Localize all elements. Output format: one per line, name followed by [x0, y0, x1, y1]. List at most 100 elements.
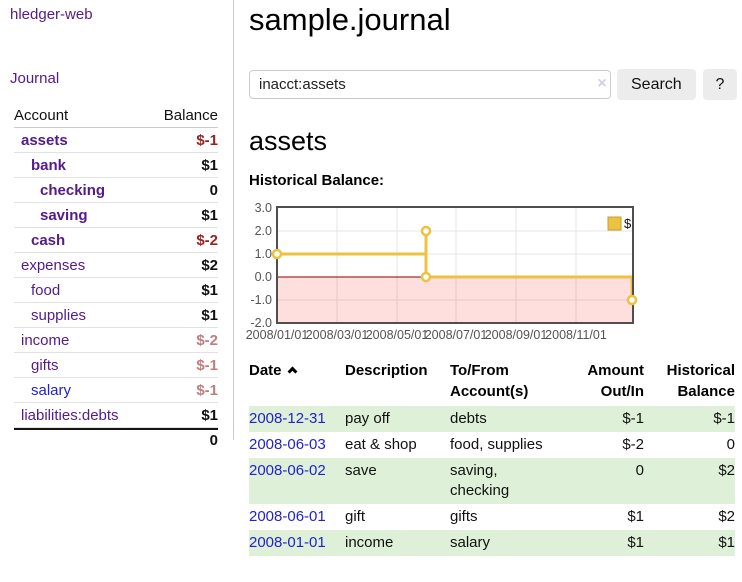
column-header-balance: Historical Balance: [644, 360, 735, 406]
x-axis-labels: 2008/01/01 2008/03/01 2008/05/01 2008/07…: [246, 328, 607, 342]
account-heading: assets: [249, 126, 327, 157]
account-link-gifts[interactable]: gifts: [14, 357, 59, 374]
app-brand-link[interactable]: hledger-web: [10, 6, 93, 23]
register-row: 2008-06-03 eat & shop food, supplies $-2…: [249, 432, 735, 458]
data-point-marker: [422, 273, 430, 281]
account-link-saving[interactable]: saving: [14, 207, 88, 224]
account-row: gifts $-1: [14, 353, 218, 378]
transaction-description: income: [345, 530, 450, 556]
transaction-accounts: saving, checking: [450, 458, 565, 504]
account-row: expenses $2: [14, 253, 218, 278]
transaction-date-link[interactable]: 2008-06-03: [249, 436, 326, 453]
account-row: supplies $1: [14, 303, 218, 328]
y-tick-label: 1.0: [255, 247, 272, 261]
transaction-accounts: gifts: [450, 504, 565, 530]
data-point-marker: [628, 296, 636, 304]
transaction-accounts: debts: [450, 406, 565, 432]
accounts-table: Account Balance assets $-1 bank $1 check…: [14, 104, 218, 451]
account-link-food[interactable]: food: [14, 282, 60, 299]
account-link-cash[interactable]: cash: [14, 232, 65, 249]
account-balance: $1: [201, 157, 218, 174]
clear-search-icon[interactable]: ×: [594, 75, 610, 93]
account-link-bank[interactable]: bank: [14, 157, 66, 174]
transaction-balance: $-1: [644, 406, 735, 432]
account-balance: $1: [201, 407, 218, 424]
column-header-description: Description: [345, 360, 450, 406]
y-tick-label: 2.0: [255, 224, 272, 238]
account-balance: $-1: [196, 132, 218, 149]
data-point-marker: [422, 227, 430, 235]
transaction-balance: 0: [644, 432, 735, 458]
register-table: Date Description To/From Account(s) Amou…: [249, 360, 735, 556]
date-header-label: Date: [249, 362, 282, 379]
register-row: 2008-12-31 pay off debts $-1 $-1: [249, 406, 735, 432]
chart-heading: Historical Balance:: [249, 172, 384, 189]
transaction-amount: $-2: [565, 432, 644, 458]
historical-balance-chart: $ 3.0 2.0 1.0 0.0 -1.0 -2.0 2008/01/01 2…: [240, 200, 740, 345]
transaction-description: gift: [345, 504, 450, 530]
account-link-supplies[interactable]: supplies: [14, 307, 86, 324]
column-header-date[interactable]: Date: [249, 360, 345, 406]
transaction-amount: $1: [565, 504, 644, 530]
account-balance: $1: [201, 307, 218, 324]
account-row: cash $-2: [14, 228, 218, 253]
hledger-web-app: hledger-web Journal Account Balance asse…: [0, 0, 742, 582]
transaction-description: save: [345, 458, 450, 504]
sort-ascending-icon: [287, 367, 297, 377]
account-balance: 0: [210, 182, 218, 199]
balance-column-header: Balance: [164, 107, 218, 124]
sidebar: hledger-web Journal Account Balance asse…: [0, 0, 234, 440]
account-balance: $-1: [196, 357, 218, 374]
transaction-date-link[interactable]: 2008-12-31: [249, 410, 326, 427]
account-link-assets[interactable]: assets: [14, 132, 68, 149]
x-tick-label: 2008/11/01: [545, 328, 607, 342]
y-tick-label: 0.0: [255, 270, 272, 284]
transaction-description: eat & shop: [345, 432, 450, 458]
account-balance: $-2: [196, 232, 218, 249]
transaction-date-link[interactable]: 2008-01-01: [249, 534, 326, 551]
transaction-amount: 0: [565, 458, 644, 504]
account-link-income[interactable]: income: [14, 332, 69, 349]
transaction-accounts: salary: [450, 530, 565, 556]
transaction-accounts: food, supplies: [450, 432, 565, 458]
x-tick-label: 2008/09/01: [485, 328, 548, 342]
transaction-balance: $2: [644, 458, 735, 504]
account-balance: $-2: [196, 332, 218, 349]
account-row: saving $1: [14, 203, 218, 228]
transaction-amount: $1: [565, 530, 644, 556]
x-tick-label: 2008/01/01: [246, 328, 309, 342]
data-point-marker: [273, 250, 281, 258]
x-tick-label: 2008/05/01: [366, 328, 429, 342]
account-row: income $-2: [14, 328, 218, 353]
sidebar-item-journal[interactable]: Journal: [10, 70, 59, 87]
y-axis-labels: 3.0 2.0 1.0 0.0 -1.0 -2.0: [250, 201, 272, 330]
account-link-liabilities-debts[interactable]: liabilities:debts: [14, 407, 119, 424]
register-row: 2008-06-02 save saving, checking 0 $2: [249, 458, 735, 504]
search-button[interactable]: Search: [617, 69, 696, 100]
account-row: liabilities:debts $1: [14, 403, 218, 428]
account-row: assets $-1: [14, 128, 218, 153]
negative-region: [278, 277, 632, 322]
legend-label: $: [624, 216, 632, 231]
transaction-date-link[interactable]: 2008-06-01: [249, 508, 326, 525]
account-row: checking 0: [14, 178, 218, 203]
transaction-balance: $2: [644, 504, 735, 530]
search-input[interactable]: [249, 70, 611, 99]
column-header-accounts: To/From Account(s): [450, 360, 565, 406]
legend-swatch: [608, 217, 621, 230]
account-balance: $-1: [196, 382, 218, 399]
account-balance: $1: [201, 207, 218, 224]
account-link-expenses[interactable]: expenses: [14, 257, 85, 274]
transaction-date-link[interactable]: 2008-06-02: [249, 462, 326, 479]
account-row: food $1: [14, 278, 218, 303]
account-row: salary $-1: [14, 378, 218, 403]
register-row: 2008-01-01 income salary $1 $1: [249, 530, 735, 556]
x-tick-label: 2008/03/01: [306, 328, 369, 342]
accounts-table-header: Account Balance: [14, 104, 218, 128]
account-link-checking[interactable]: checking: [14, 182, 105, 199]
help-button[interactable]: ?: [703, 69, 737, 100]
y-tick-label: 3.0: [255, 201, 272, 215]
transaction-amount: $-1: [565, 406, 644, 432]
account-column-header: Account: [14, 107, 68, 124]
account-link-salary[interactable]: salary: [14, 382, 71, 399]
